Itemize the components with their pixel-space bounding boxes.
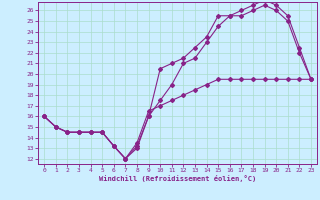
X-axis label: Windchill (Refroidissement éolien,°C): Windchill (Refroidissement éolien,°C) [99, 175, 256, 182]
